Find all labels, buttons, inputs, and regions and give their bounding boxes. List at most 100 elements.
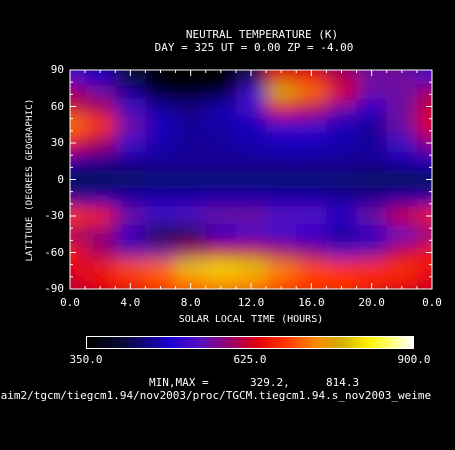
heatmap-cell — [175, 243, 207, 261]
heatmap-cell — [296, 70, 327, 85]
minmax-label: MIN,MAX = — [149, 376, 209, 389]
heatmap-cell — [235, 243, 267, 261]
heatmap-cell — [266, 243, 297, 261]
heatmap-cell — [205, 275, 237, 289]
y-tick-label: 30 — [50, 136, 64, 149]
heatmap-cell — [205, 225, 237, 244]
heatmap-cell — [70, 115, 86, 135]
heatmap-cell — [416, 83, 432, 100]
chart-title: NEUTRAL TEMPERATURE (K) — [185, 28, 339, 41]
y-tick-label: -60 — [44, 245, 64, 259]
heatmap-cell — [235, 83, 267, 100]
heatmap-cell — [235, 152, 267, 171]
heatmap-cell — [205, 243, 237, 261]
heatmap-cell — [175, 83, 207, 100]
heatmap-cell — [386, 115, 418, 135]
heatmap-cell — [416, 170, 432, 190]
heatmap-cell — [85, 206, 116, 226]
heatmap-cell — [115, 259, 146, 276]
heatmap-cell — [175, 259, 207, 276]
heatmap-cell — [235, 70, 267, 85]
heatmap-cell — [386, 70, 418, 85]
heatmap-cell — [326, 275, 358, 289]
heatmap-cell — [85, 275, 116, 289]
heatmap-cell — [326, 188, 358, 208]
heatmap-cell — [145, 188, 177, 208]
max-value: 814.3 — [326, 376, 360, 389]
heatmap-cell — [205, 188, 237, 208]
heatmap-cell — [145, 99, 177, 117]
heatmap-cell — [356, 133, 388, 153]
heatmap-cell — [175, 206, 207, 226]
heatmap-cell — [235, 259, 267, 276]
heatmap-cell — [386, 133, 418, 153]
heatmap-cell — [296, 170, 327, 190]
heatmap-cell — [386, 99, 418, 117]
heatmap-cell — [145, 152, 177, 171]
heatmap-cell — [235, 133, 267, 153]
heatmap-cell — [175, 275, 207, 289]
heatmap-cell — [296, 99, 327, 117]
heatmap-cell — [70, 83, 86, 100]
heatmap-cell — [145, 243, 177, 261]
heatmap-cell — [356, 243, 388, 261]
heatmap-cell — [175, 133, 207, 153]
y-tick-label: -30 — [44, 209, 64, 222]
heatmap-cell — [296, 115, 327, 135]
colorbar-min-label: 350.0 — [69, 353, 103, 366]
heatmap-cell — [296, 243, 327, 261]
x-tick-label: 16.0 — [298, 296, 325, 309]
heatmap-cell — [70, 133, 86, 153]
heatmap-cell — [70, 225, 86, 244]
heatmap-cell — [416, 133, 432, 153]
colorbar — [86, 336, 414, 349]
heatmap-cell — [296, 188, 327, 208]
heatmap-cell — [205, 133, 237, 153]
y-axis-label: LATITUDE (DEGREES GEOGRAPHIC) — [25, 98, 35, 262]
heatmap-cell — [416, 115, 432, 135]
heatmap-cell — [205, 206, 237, 226]
heatmap-cell — [235, 188, 267, 208]
heatmap-cell — [266, 70, 297, 85]
heatmap-cell — [416, 225, 432, 244]
heatmap-cell — [115, 170, 146, 190]
heatmap-cell — [386, 188, 418, 208]
x-tick-label: 8.0 — [180, 296, 201, 309]
heatmap-cell — [356, 225, 388, 244]
heatmap-cell — [70, 243, 86, 261]
heatmap-cell — [175, 152, 207, 171]
heatmap-cell — [175, 225, 207, 244]
heatmap-cell — [386, 225, 418, 244]
heatmap-cell — [416, 99, 432, 117]
heatmap-cell — [115, 83, 146, 100]
heatmap-cell — [115, 225, 146, 244]
y-tick-label: 90 — [50, 63, 64, 76]
heatmap-cell — [115, 70, 146, 85]
heatmap-cell — [115, 99, 146, 117]
heatmap-cell — [386, 275, 418, 289]
heatmap-cell — [85, 170, 116, 190]
heatmap-cell — [115, 115, 146, 135]
heatmap-cell — [416, 243, 432, 261]
x-tick-label: 4.0 — [120, 296, 141, 309]
heatmap-cell — [356, 152, 388, 171]
heatmap-cell — [175, 188, 207, 208]
heatmap-cell — [235, 275, 267, 289]
heatmap-cell — [205, 170, 237, 190]
heatmap-cell — [145, 275, 177, 289]
heatmap-cell — [386, 206, 418, 226]
heatmap-cell — [296, 275, 327, 289]
heatmap-cell — [85, 99, 116, 117]
heatmap-cell — [70, 188, 86, 208]
heatmap-cell — [175, 115, 207, 135]
heatmap-cell — [115, 188, 146, 208]
heatmap-cell — [175, 70, 207, 85]
heatmap-cell — [70, 206, 86, 226]
heatmap-cell — [115, 206, 146, 226]
heatmap-cell — [416, 259, 432, 276]
y-tick-label: -90 — [44, 282, 64, 295]
heatmap-cell — [386, 152, 418, 171]
heatmap-cell — [266, 152, 297, 171]
